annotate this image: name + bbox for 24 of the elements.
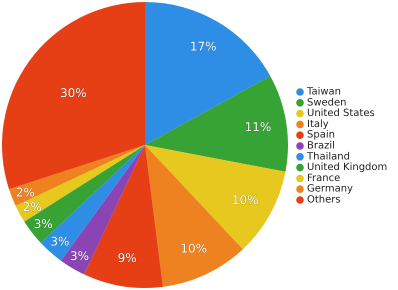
legend-label: Others [307,194,341,206]
pie-slice [145,2,270,145]
data-label: 2% [16,185,35,200]
data-label: 2% [22,200,42,214]
legend-label: Germany [307,184,354,195]
data-label: 30% [60,86,87,100]
data-label: 3% [70,248,90,263]
pie-slice [145,76,288,172]
data-label: 10% [180,242,208,256]
data-label: 10% [232,193,259,208]
legend-label: Italy [307,118,329,130]
legend-label: Sweden [307,97,347,108]
data-label: 9% [118,250,137,265]
data-label: 17% [190,40,217,54]
legend-label: United States [307,108,375,120]
legend-label: France [307,172,340,184]
data-label: 3% [50,234,70,249]
legend-label: Spain [307,130,335,141]
legend-label: United Kingdom [307,162,388,174]
legend-label: Brazil [307,140,335,152]
data-label: 3% [34,216,53,231]
data-label: 11% [244,120,272,134]
legend-label: Thailand [306,151,350,162]
legend-label: Taiwan [306,86,342,98]
